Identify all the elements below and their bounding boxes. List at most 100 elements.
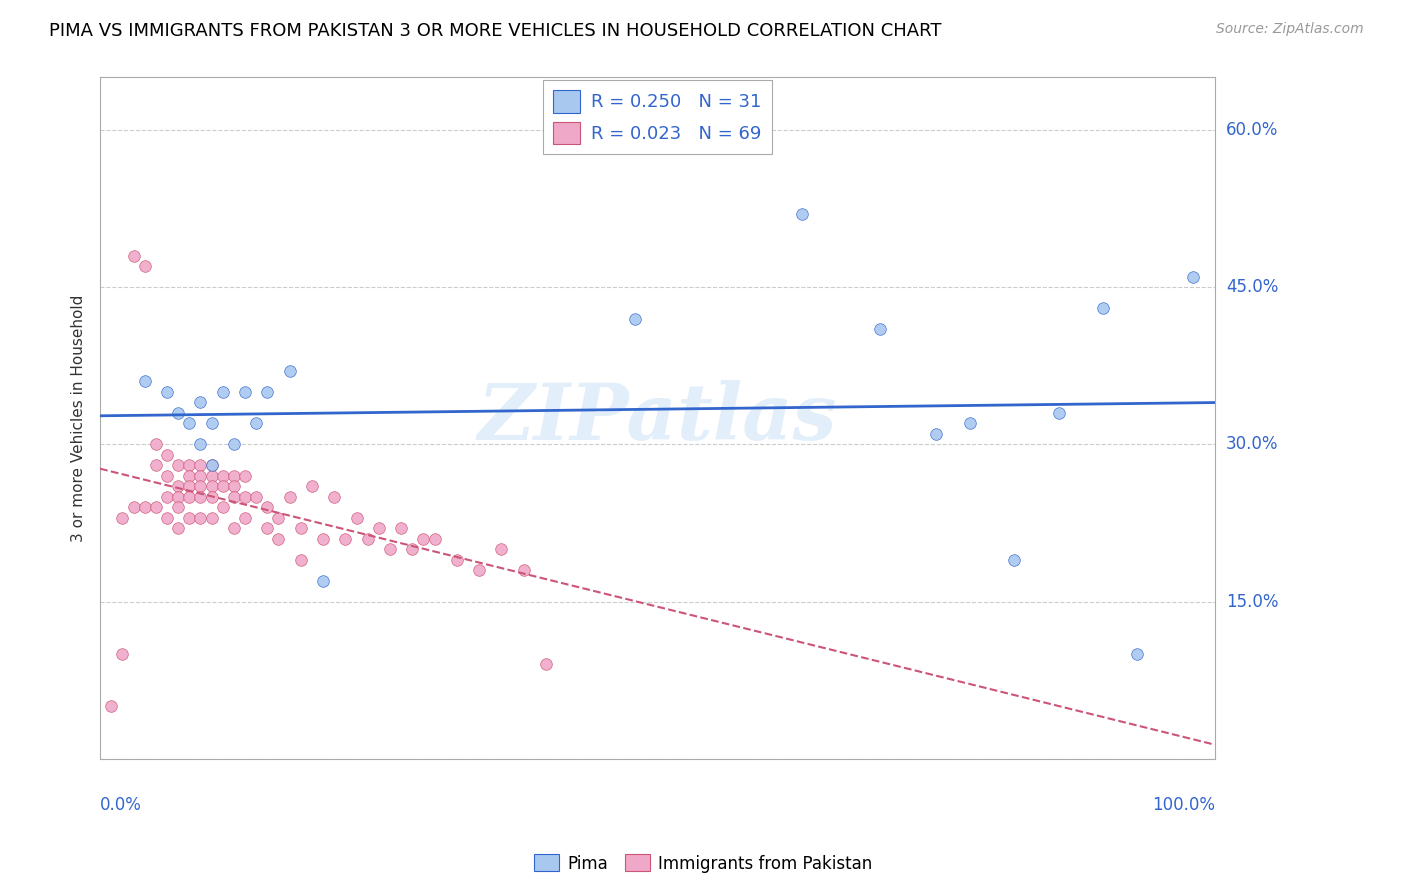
Point xyxy=(145,458,167,473)
Point xyxy=(190,479,212,493)
Point xyxy=(256,384,278,399)
Point xyxy=(245,417,267,431)
Point xyxy=(201,479,224,493)
Point xyxy=(156,468,179,483)
Legend: R = 0.250   N = 31, R = 0.023   N = 69: R = 0.250 N = 31, R = 0.023 N = 69 xyxy=(543,79,772,154)
Point xyxy=(167,406,190,420)
Point xyxy=(869,322,891,336)
Point xyxy=(312,532,335,546)
Point xyxy=(1181,269,1204,284)
Point xyxy=(323,490,346,504)
Point xyxy=(357,532,380,546)
Point xyxy=(222,479,245,493)
Point xyxy=(179,490,201,504)
Point xyxy=(245,490,267,504)
Point xyxy=(111,510,134,524)
Text: ZIPatlas: ZIPatlas xyxy=(478,380,837,457)
Point xyxy=(959,417,981,431)
Point xyxy=(256,500,278,515)
Point xyxy=(1047,406,1070,420)
Point xyxy=(290,552,312,566)
Point xyxy=(156,510,179,524)
Point xyxy=(233,510,256,524)
Point xyxy=(256,521,278,535)
Point xyxy=(156,384,179,399)
Point xyxy=(201,417,224,431)
Point xyxy=(1002,552,1025,566)
Point xyxy=(190,458,212,473)
Point xyxy=(446,552,468,566)
Point xyxy=(792,207,814,221)
Point xyxy=(190,490,212,504)
Point xyxy=(491,542,513,557)
Point xyxy=(201,458,224,473)
Text: 30.0%: 30.0% xyxy=(1226,435,1278,453)
Text: 15.0%: 15.0% xyxy=(1226,592,1278,610)
Point xyxy=(222,437,245,451)
Point xyxy=(190,437,212,451)
Point xyxy=(179,458,201,473)
Point xyxy=(167,458,190,473)
Point xyxy=(301,479,323,493)
Point xyxy=(278,364,301,378)
Point xyxy=(156,448,179,462)
Point xyxy=(100,699,122,714)
Point xyxy=(134,500,156,515)
Point xyxy=(423,532,446,546)
Point xyxy=(335,532,357,546)
Point xyxy=(233,490,256,504)
Point xyxy=(190,395,212,409)
Point xyxy=(179,479,201,493)
Point xyxy=(401,542,423,557)
Point xyxy=(346,510,368,524)
Point xyxy=(156,490,179,504)
Point xyxy=(412,532,434,546)
Point xyxy=(167,479,190,493)
Point xyxy=(211,479,233,493)
Point xyxy=(378,542,401,557)
Point xyxy=(190,468,212,483)
Point xyxy=(201,490,224,504)
Legend: Pima, Immigrants from Pakistan: Pima, Immigrants from Pakistan xyxy=(527,847,879,880)
Point xyxy=(122,500,145,515)
Point xyxy=(122,249,145,263)
Point xyxy=(179,468,201,483)
Point xyxy=(278,490,301,504)
Point xyxy=(222,490,245,504)
Point xyxy=(134,259,156,273)
Point xyxy=(167,490,190,504)
Point xyxy=(167,521,190,535)
Point xyxy=(111,647,134,661)
Point xyxy=(312,574,335,588)
Point xyxy=(201,510,224,524)
Point xyxy=(211,468,233,483)
Point xyxy=(624,311,647,326)
Point xyxy=(267,532,290,546)
Point xyxy=(134,375,156,389)
Text: Source: ZipAtlas.com: Source: ZipAtlas.com xyxy=(1216,22,1364,37)
Point xyxy=(179,510,201,524)
Point xyxy=(190,510,212,524)
Text: 60.0%: 60.0% xyxy=(1226,120,1278,139)
Point xyxy=(201,458,224,473)
Point xyxy=(267,510,290,524)
Point xyxy=(468,563,491,577)
Point xyxy=(290,521,312,535)
Point xyxy=(233,468,256,483)
Point xyxy=(222,468,245,483)
Point xyxy=(513,563,536,577)
Point xyxy=(167,500,190,515)
Point xyxy=(201,468,224,483)
Point xyxy=(211,500,233,515)
Point xyxy=(145,437,167,451)
Point xyxy=(233,384,256,399)
Point xyxy=(222,521,245,535)
Text: PIMA VS IMMIGRANTS FROM PAKISTAN 3 OR MORE VEHICLES IN HOUSEHOLD CORRELATION CHA: PIMA VS IMMIGRANTS FROM PAKISTAN 3 OR MO… xyxy=(49,22,942,40)
Text: 0.0%: 0.0% xyxy=(100,797,142,814)
Text: 100.0%: 100.0% xyxy=(1152,797,1215,814)
Point xyxy=(179,417,201,431)
Point xyxy=(145,500,167,515)
Point xyxy=(534,657,557,672)
Y-axis label: 3 or more Vehicles in Household: 3 or more Vehicles in Household xyxy=(72,294,86,541)
Point xyxy=(367,521,389,535)
